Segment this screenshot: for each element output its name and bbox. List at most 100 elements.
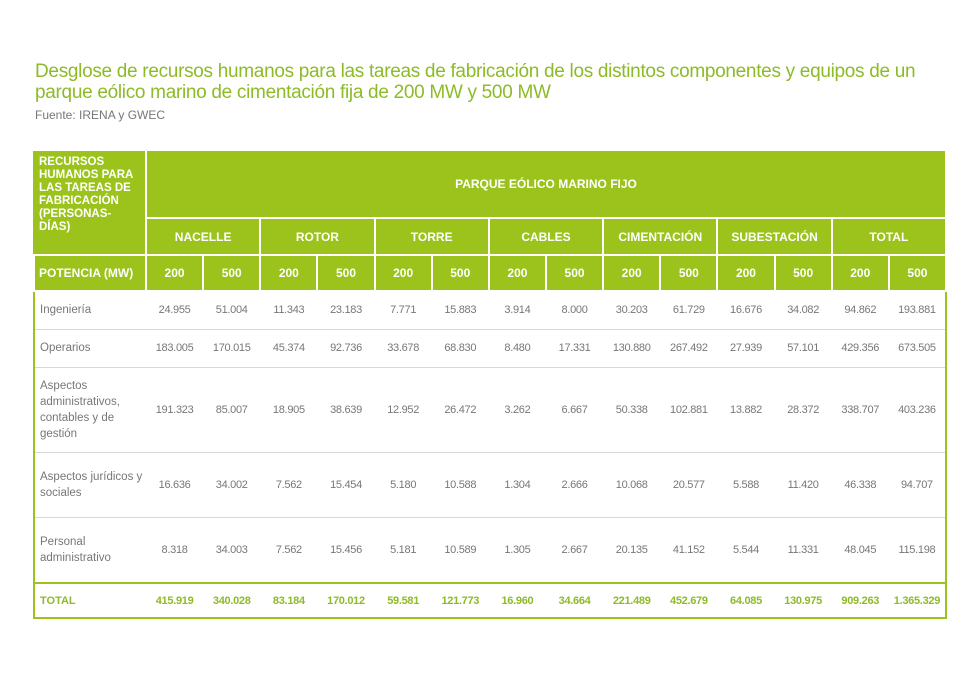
cell-value: 83.184 — [260, 582, 318, 618]
cell-value: 11.420 — [774, 452, 832, 518]
hr-table: RECURSOS HUMANOS PARA LAS TAREAS DE FABR… — [33, 149, 948, 619]
cell-value: 11.331 — [774, 517, 832, 584]
component-header: ROTOR — [259, 217, 376, 256]
cell-value: 30.203 — [603, 291, 661, 330]
source-note: Fuente: IRENA y GWEC — [35, 108, 166, 122]
corner-header: RECURSOS HUMANOS PARA LAS TAREAS DE FABR… — [34, 149, 147, 256]
cell-value: 13.882 — [717, 367, 775, 453]
cell-value: 16.676 — [717, 291, 775, 330]
power-header: 200 — [144, 254, 205, 292]
cell-value: 5.181 — [374, 517, 432, 584]
component-header: NACELLE — [144, 217, 262, 256]
cell-value: 115.198 — [888, 517, 946, 584]
cell-value: 415.919 — [146, 582, 204, 618]
cell-value: 3.262 — [488, 367, 546, 453]
cell-value: 28.372 — [774, 367, 832, 453]
cell-value: 5.588 — [717, 452, 775, 518]
cell-value: 64.085 — [717, 582, 775, 618]
row-label: Aspectos jurídicos y sociales — [34, 452, 146, 518]
cell-value: 16.960 — [488, 582, 546, 618]
cell-value: 68.830 — [431, 329, 489, 368]
power-header: 200 — [487, 254, 547, 292]
cell-value: 33.678 — [374, 329, 432, 368]
power-header: 500 — [659, 254, 719, 292]
cell-value: 34.082 — [774, 291, 832, 330]
cell-value: 94.707 — [888, 452, 946, 518]
power-header: 200 — [373, 254, 433, 292]
cell-value: 8.000 — [545, 291, 604, 330]
table-row: Operarios 183.005 170.015 45.374 92.736 33.67… — [34, 329, 946, 368]
power-header: 200 — [259, 254, 319, 292]
cell-value: 193.881 — [888, 291, 946, 330]
cell-value: 59.581 — [374, 582, 432, 618]
power-header: 500 — [202, 254, 262, 292]
cell-value: 1.305 — [488, 517, 546, 584]
cell-value: 61.729 — [660, 291, 718, 330]
cell-value: 6.667 — [545, 367, 604, 453]
cell-value: 20.135 — [603, 517, 661, 584]
component-header: TORRE — [373, 217, 490, 256]
cell-value: 17.331 — [545, 329, 604, 368]
power-header: 200 — [830, 254, 890, 292]
cell-value: 267.492 — [660, 329, 718, 368]
cell-value: 18.905 — [260, 367, 318, 453]
table-row: Aspectos administrativos, contables y de… — [34, 367, 946, 453]
cell-value: 48.045 — [831, 517, 889, 584]
cell-value: 10.589 — [431, 517, 489, 584]
cell-value: 130.880 — [603, 329, 661, 368]
cell-value: 191.323 — [146, 367, 204, 453]
power-label: POTENCIA (MW) — [33, 254, 147, 292]
cell-value: 452.679 — [660, 582, 718, 618]
cell-value: 34.664 — [545, 582, 604, 618]
cell-value: 7.771 — [374, 291, 432, 330]
cell-value: 340.028 — [203, 582, 261, 618]
cell-value: 57.101 — [774, 329, 832, 368]
cell-value: 34.003 — [203, 517, 261, 584]
power-header: 500 — [316, 254, 376, 292]
cell-value: 403.236 — [888, 367, 946, 453]
cell-value: 338.707 — [831, 367, 889, 453]
row-label: Ingeniería — [34, 291, 146, 330]
cell-value: 24.955 — [146, 291, 204, 330]
cell-value: 51.004 — [203, 291, 261, 330]
power-header: 500 — [887, 254, 948, 292]
cell-value: 26.472 — [431, 367, 489, 453]
power-header: 200 — [602, 254, 662, 292]
cell-value: 50.338 — [603, 367, 661, 453]
cell-value: 10.068 — [603, 452, 661, 518]
cell-value: 11.343 — [260, 291, 318, 330]
component-header: CIMENTACIÓN — [602, 217, 719, 256]
cell-value: 121.773 — [431, 582, 489, 618]
table-row: Personal administrativo 8.318 34.003 7.562 1… — [34, 517, 946, 584]
cell-value: 183.005 — [146, 329, 204, 368]
cell-value: 34.002 — [203, 452, 261, 518]
group-header: PARQUE EÓLICO MARINO FIJO — [145, 149, 947, 219]
cell-value: 16.636 — [146, 452, 204, 518]
cell-value: 46.338 — [831, 452, 889, 518]
cell-value: 5.544 — [717, 517, 775, 584]
row-label: Personal administrativo — [34, 517, 146, 584]
cell-value: 673.505 — [888, 329, 946, 368]
cell-value: 12.952 — [374, 367, 432, 453]
total-row: TOTAL 415.919 340.028 83.184 170.012 59.581 12… — [34, 582, 946, 618]
cell-value: 7.562 — [260, 452, 318, 518]
cell-value: 429.356 — [831, 329, 889, 368]
component-header: CABLES — [487, 217, 605, 256]
component-header: SUBESTACIÓN — [716, 217, 833, 256]
cell-value: 5.180 — [374, 452, 432, 518]
cell-value: 45.374 — [260, 329, 318, 368]
cell-value: 7.562 — [260, 517, 318, 584]
cell-value: 2.667 — [545, 517, 604, 584]
cell-value: 170.012 — [317, 582, 375, 618]
cell-value: 92.736 — [317, 329, 375, 368]
cell-value: 20.577 — [660, 452, 718, 518]
page-title: Desglose de recursos humanos para las ta… — [35, 61, 916, 103]
cell-value: 102.881 — [660, 367, 718, 453]
cell-value: 909.263 — [831, 582, 889, 618]
component-header: TOTAL — [830, 217, 948, 256]
cell-value: 1.365.329 — [888, 582, 946, 618]
cell-value: 221.489 — [603, 582, 661, 618]
cell-value: 15.883 — [431, 291, 489, 330]
power-header: 200 — [716, 254, 776, 292]
cell-value: 94.862 — [831, 291, 889, 330]
